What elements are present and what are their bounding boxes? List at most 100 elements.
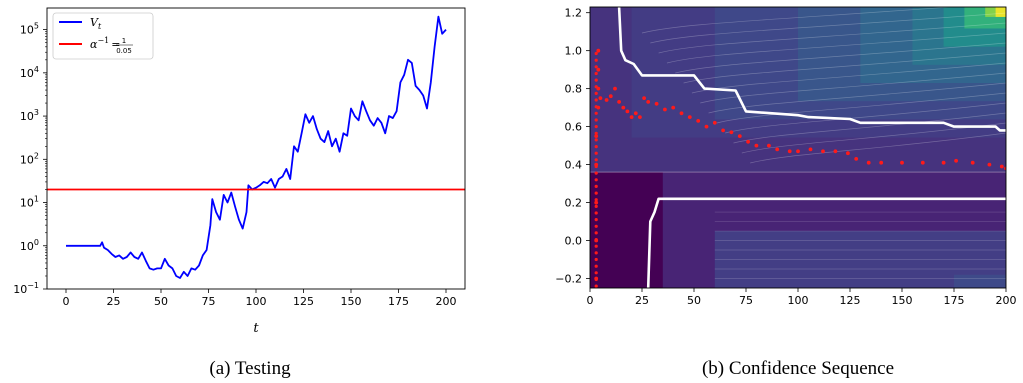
estimate-point [629,115,634,119]
estimate-point [594,277,598,282]
legend-label-alpha: α−1 = [90,36,120,51]
estimate-point [594,164,598,169]
estimate-point [594,264,598,268]
estimate-point [987,162,992,167]
contour-line [641,7,956,34]
x-tick-label: 125 [840,294,861,307]
estimate-point [879,160,884,165]
contour-line [683,52,1006,84]
estimate-point [721,128,725,133]
testing-chart: 0 25 50 75 100 125 150 175 200 10−11001011021031… [13,7,466,379]
estimate-point [594,178,598,182]
estimate-point [594,51,598,56]
estimate-point [594,131,598,135]
x-tick-label: 25 [107,295,121,308]
estimate-point [617,100,621,104]
estimate-point [687,115,692,119]
estimate-point [594,224,598,228]
estimate-point [746,139,750,144]
y-tick-label: 105 [20,22,39,37]
estimate-point [594,111,598,115]
testing-caption: (a) Testing [209,358,291,379]
estimate-point [594,58,598,62]
estimate-point [594,151,598,155]
contour-line [725,102,1006,134]
estimate-point [642,96,646,100]
estimate-point [796,149,800,154]
estimate-point [594,218,598,222]
heatmap-band [995,7,1006,17]
estimate-point [954,158,958,163]
estimate-point [594,231,598,235]
x-tick-label: 0 [587,294,594,307]
y-tick-label: 101 [20,195,39,210]
x-tick-label: 0 [63,295,70,308]
estimate-point [866,160,871,165]
x-tick-label: 50 [154,295,168,308]
contour-line [741,122,1006,154]
testing-x-ticks: 0 25 50 75 100 125 150 175 200 [63,289,457,308]
estimate-point [754,143,759,148]
estimate-point [663,107,667,112]
x-tick-label: 100 [246,295,267,308]
x-tick-label: 175 [944,294,965,307]
estimate-point [970,160,975,165]
estimate-point [604,98,609,102]
contour-line [675,42,1006,74]
estimate-point [625,109,630,114]
contour-line [658,22,1006,54]
estimate-point [846,151,850,156]
y-tick-label: 10−1 [13,281,39,296]
estimate-point [737,134,742,139]
estimate-point [679,111,684,116]
estimate-point [594,211,598,215]
estimate-point [594,145,598,149]
estimate-point [594,191,598,195]
estimate-point [596,67,601,72]
estimate-point [621,105,626,110]
estimate-point [594,200,599,205]
contour-line [708,82,1006,114]
contour-line [716,92,1006,124]
estimate-point [821,149,825,154]
y-tick-label: 0.6 [565,121,583,134]
confidence-sequence-chart: 0 25 50 75 100 125 150 175 200 −0.2 0.0 0.2 0.4 0.6 0… [555,6,1017,379]
y-tick-label: 0.0 [565,235,583,248]
y-tick-label: 0.4 [565,159,583,172]
estimate-point [594,105,598,109]
estimate-point [594,125,598,129]
estimate-point [594,198,598,202]
estimate-point [900,160,904,165]
estimate-point [646,100,651,104]
x-tick-label: 50 [687,294,701,307]
x-tick-label: 200 [996,294,1017,307]
confidence-caption: (b) Confidence Sequence [702,358,894,379]
estimate-point [594,118,598,122]
y-tick-label: 104 [20,65,39,80]
estimate-point [594,271,598,275]
confidence-y-ticks: −0.2 0.0 0.2 0.4 0.6 0.8 1.0 1.2 [555,7,590,286]
estimate-point [671,105,676,110]
estimate-point [704,124,709,129]
y-tick-label: 1.2 [565,7,583,20]
estimate-point [594,138,598,142]
upper-bound-line [617,7,1006,132]
estimate-point [594,65,598,69]
estimate-point [594,98,598,102]
estimate-point [638,115,642,119]
estimate-point [594,91,598,95]
estimate-point [594,257,598,262]
estimate-point [594,184,598,188]
estimate-point [594,85,598,89]
contour-line [700,72,1006,104]
estimate-point [633,111,638,116]
estimate-point [920,160,925,165]
estimate-point [594,244,598,248]
estimate-point [594,158,598,162]
estimate-point [594,171,598,175]
estimate-point [594,204,598,208]
y-tick-label: 100 [20,238,39,253]
estimate-point [941,160,946,165]
confidence-x-ticks: 0 25 50 75 100 125 150 175 200 [587,288,1017,307]
estimate-point [613,86,617,91]
